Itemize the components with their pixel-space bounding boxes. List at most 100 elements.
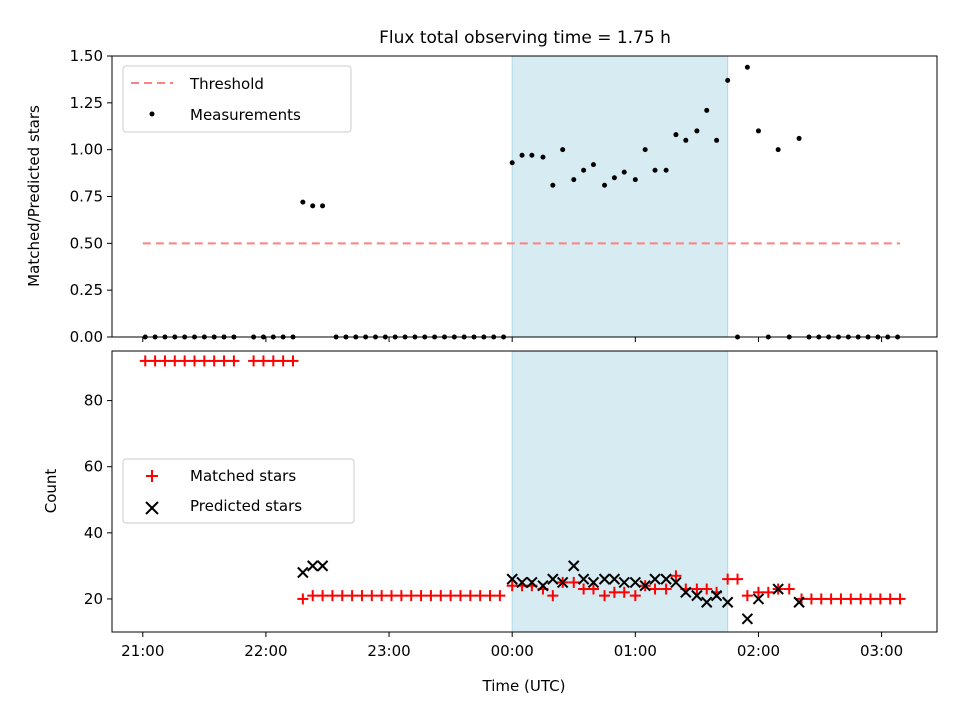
predicted-star-stroke-b (701, 596, 713, 608)
matched-star-point (670, 570, 682, 582)
predicted-stars-points (297, 560, 805, 625)
predicted-star-point (701, 596, 713, 608)
predicted-star-point (526, 576, 538, 589)
predicted-star-point (793, 596, 805, 608)
matched-star-point (464, 590, 476, 602)
predicted-star-stroke-b (556, 576, 569, 589)
x-tick-label: 01:00 (614, 642, 657, 660)
measurement-point (540, 154, 546, 160)
predicted-star-point (316, 560, 329, 572)
bottom-panel: 20 40 60 80 21:00 22:00 23:00 00:00 01:00 02:00 0… (42, 350, 938, 695)
predicted-star-stroke-b (752, 593, 765, 605)
predicted-star-point (660, 573, 672, 585)
matched-star-point (297, 593, 309, 605)
matched-star-point (805, 593, 817, 605)
matched-star-point (587, 583, 599, 595)
matched-star-point (618, 586, 630, 598)
measurement-point (529, 152, 535, 158)
matched-star-point (415, 590, 427, 602)
measurement-point (704, 107, 710, 113)
legend-threshold-label: Threshold (189, 75, 264, 93)
matched-star-point (578, 583, 590, 595)
measurement-point (796, 135, 802, 141)
matched-star-point (845, 593, 857, 605)
bottom-y-tick-label: 20 (84, 590, 103, 608)
matched-star-point (855, 593, 867, 605)
matched-star-point (629, 590, 641, 602)
matched-star-point (474, 590, 486, 602)
bottom-axes-frame (111, 350, 938, 633)
x-tick-label: 00:00 (491, 642, 534, 660)
x-tick-label: 23:00 (367, 642, 410, 660)
predicted-star-stroke-b (537, 580, 549, 592)
predicted-star-stroke-b (568, 560, 580, 572)
predicted-star-stroke-b (741, 613, 754, 625)
top-axes-frame (111, 55, 938, 338)
measurement-point (550, 182, 556, 188)
matched-star-point (894, 593, 906, 605)
chart-title: Flux total observing time = 1.75 h (379, 28, 671, 48)
top-y-tick-label: 0.00 (70, 328, 103, 346)
bottom-y-tick-label: 60 (84, 458, 103, 476)
predicted-legend-swatch (145, 501, 159, 515)
predicted-star-stroke-b (772, 583, 784, 595)
measurement-point (744, 64, 750, 70)
predicted-star-stroke-b (598, 573, 611, 585)
matched-star-point (307, 590, 319, 602)
matched-star-point (287, 355, 299, 367)
matched-star-point (326, 590, 338, 602)
matched-star-point (257, 355, 269, 367)
measurements-legend-swatch (149, 111, 155, 117)
matched-star-point (139, 355, 151, 367)
measurement-point (642, 147, 648, 153)
matched-stars-points (139, 355, 906, 605)
matched-star-point (691, 583, 703, 595)
legend-measurements-label: Measurements (190, 106, 301, 124)
measurement-point (725, 77, 731, 83)
measurement-point (714, 137, 720, 143)
matched-star-point (179, 355, 191, 367)
matched-star-point (169, 355, 181, 367)
matched-star-point (874, 593, 886, 605)
bottom-y-tick-label: 80 (84, 392, 103, 410)
predicted-star-stroke-b (680, 586, 692, 599)
bottom-y-tick-label: 40 (84, 524, 103, 542)
measurement-point (300, 199, 306, 205)
predicted-star-point (556, 576, 569, 589)
predicted-star-stroke-b (618, 576, 630, 589)
matched-star-point (425, 590, 437, 602)
bottom-x-ticks: 21:00 22:00 23:00 00:00 01:00 02:00 03:00 (121, 632, 903, 660)
matched-star-point (208, 355, 220, 367)
top-x-ticks (142, 337, 883, 342)
matched-star-point (317, 590, 329, 602)
matched-star-point (599, 590, 611, 602)
matched-star-point (506, 580, 518, 592)
measurement-point (755, 128, 761, 134)
measurement-point (621, 169, 627, 175)
matched-star-point (189, 355, 200, 367)
predicted-star-point (618, 576, 630, 589)
top-legend: Threshold Measurements (122, 65, 352, 133)
measurement-point (663, 167, 669, 173)
top-y-axis-label: Matched/Predicted stars (25, 105, 43, 287)
top-legend-box (122, 65, 352, 133)
matched-star-point (762, 586, 774, 598)
measurement-point (694, 128, 700, 134)
matched-star-point (752, 586, 764, 598)
measurement-point (673, 132, 679, 138)
predicted-star-point (587, 576, 600, 589)
legend-matched-label: Matched stars (190, 467, 296, 485)
predicted-star-point (516, 576, 528, 589)
matched-star-point (405, 590, 417, 602)
matched-star-point (741, 590, 753, 602)
matched-star-point (445, 590, 457, 602)
matched-star-point (722, 573, 734, 585)
predicted-star-point (506, 573, 518, 585)
predicted-star-stroke-b (721, 596, 734, 608)
x-tick-label: 22:00 (244, 642, 287, 660)
matched-star-point (484, 590, 496, 602)
top-observing-span (511, 55, 729, 338)
predicted-star-stroke-b (649, 573, 661, 585)
matched-star-point (865, 593, 877, 605)
